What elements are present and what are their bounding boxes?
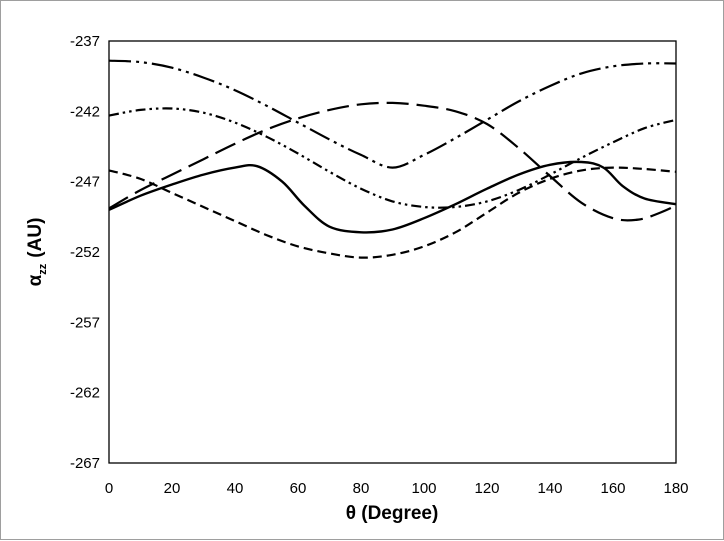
y-axis-symbol: α [25,274,46,286]
x-tick-label: 180 [663,480,688,497]
y-axis-unit: (AU) [25,218,46,258]
y-tick-label: -242 [70,103,100,120]
y-tick-labels: -237 -242 -247 -252 -257 -262 -267 [70,33,100,472]
y-axis-title: αzz (AU) [25,218,49,287]
y-tick-label: -237 [70,33,100,50]
x-tick-labels: 0 20 40 60 80 100 120 140 160 180 [105,480,689,497]
svg-text:αzz(AU): αzz (AU) [25,218,49,287]
x-tick-label: 80 [353,480,370,497]
series-lines [108,59,677,259]
x-axis-title: θ (Degree) [346,503,439,524]
x-tick-label: 140 [537,480,562,497]
y-axis-subscript: zz [37,263,49,275]
x-tick-label: 60 [290,480,307,497]
y-tick-label: -267 [70,455,100,472]
plot-area [108,40,677,464]
y-tick-label: -262 [70,385,100,402]
x-tick-label: 100 [411,480,436,497]
x-tick-label: 0 [105,480,113,497]
series-line-2 [108,166,677,259]
series-line-4 [108,59,677,169]
x-tick-label: 40 [227,480,244,497]
x-tick-label: 120 [474,480,499,497]
series-line-1 [108,160,677,234]
y-tick-label: -252 [70,244,100,261]
y-tick-label: -257 [70,314,100,331]
series-line-5 [108,107,677,209]
x-tick-label: 160 [600,480,625,497]
series-line-3 [108,101,677,222]
x-tick-label: 20 [164,480,181,497]
y-tick-label: -247 [70,174,100,191]
